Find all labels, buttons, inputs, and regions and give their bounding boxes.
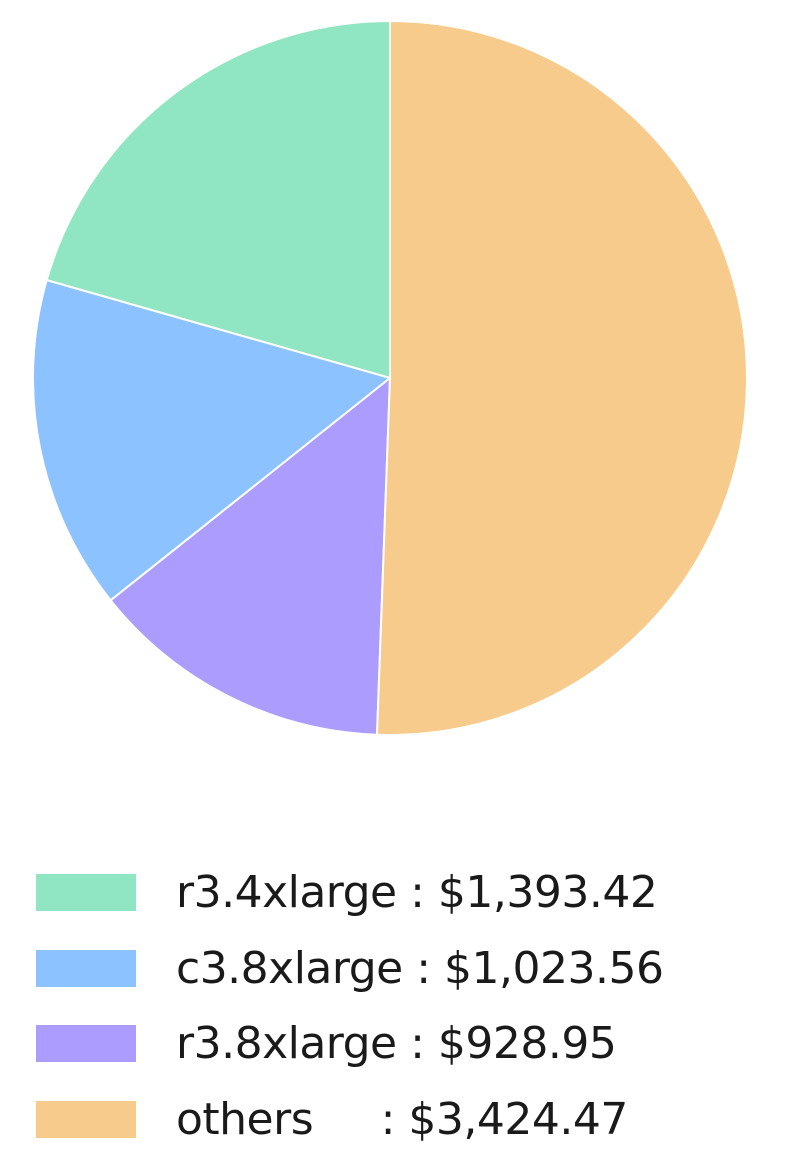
- pie-chart: [32, 19, 748, 736]
- pie-slice-r3-4xlarge: [45, 19, 391, 380]
- pie-slice-others: [375, 19, 748, 736]
- pie-slice-c3-8xlarge: [32, 278, 393, 602]
- legend-item-others: others : $3,424.47: [36, 1082, 663, 1158]
- legend-item-r3-8xlarge: r3.8xlarge : $928.95: [36, 1006, 663, 1082]
- legend-item-c3-8xlarge: c3.8xlarge : $1,023.56: [36, 931, 664, 1007]
- legend-label: others : $3,424.47: [176, 1093, 628, 1145]
- legend-label: c3.8xlarge : $1,023.56: [176, 942, 664, 994]
- legend: r3.4xlarge : $1,393.42 c3.8xlarge : $1,0…: [36, 855, 664, 1158]
- legend-swatch: [36, 1025, 136, 1063]
- pie-slice-r3-8xlarge: [109, 375, 392, 736]
- legend-swatch: [36, 949, 136, 987]
- legend-label: r3.4xlarge : $1,393.42: [176, 867, 658, 919]
- legend-swatch: [36, 1100, 136, 1138]
- legend-swatch: [36, 874, 136, 912]
- legend-item-r3-4xlarge: r3.4xlarge : $1,393.42: [36, 855, 663, 931]
- legend-label: r3.8xlarge : $928.95: [176, 1018, 617, 1070]
